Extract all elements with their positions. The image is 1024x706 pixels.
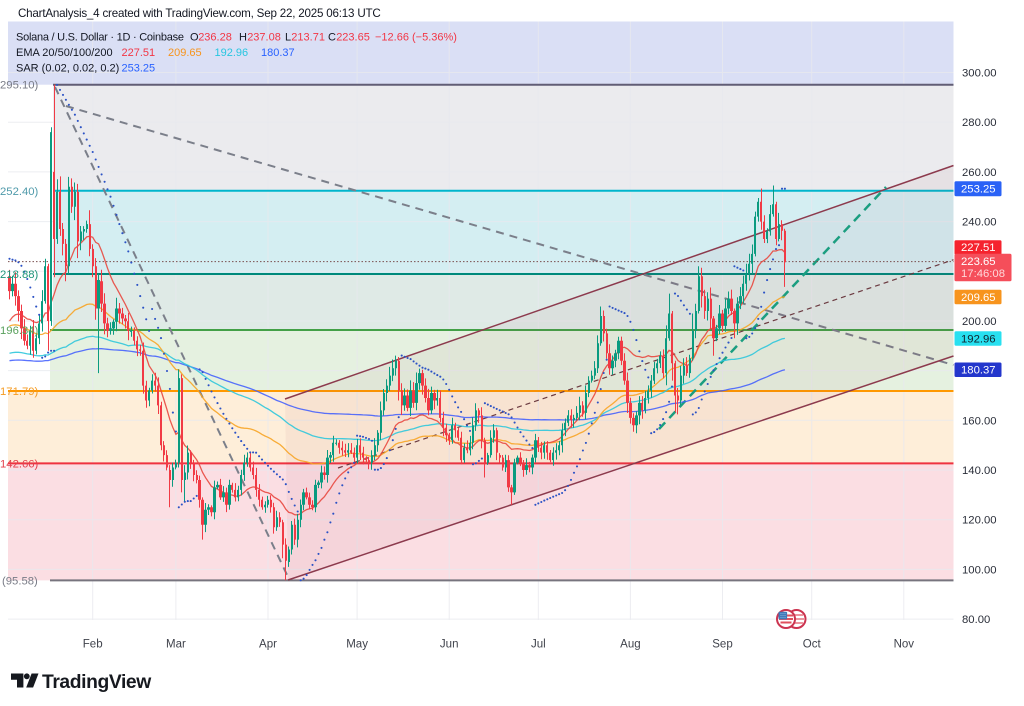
svg-text:May: May [346,639,368,651]
svg-text:180.37: 180.37 [261,47,295,59]
svg-text:100.00: 100.00 [962,564,997,576]
svg-text:120.00: 120.00 [962,515,997,527]
svg-text:L: L [285,32,291,44]
svg-text:252.40): 252.40) [0,186,39,198]
svg-text:280.00: 280.00 [962,117,997,129]
svg-text:171.79): 171.79) [0,386,39,398]
svg-text:240.00: 240.00 [962,217,997,229]
svg-text:223.65: 223.65 [336,32,370,44]
svg-text:Oct: Oct [803,639,822,651]
svg-text:−12.66 (−5.36%): −12.66 (−5.36%) [375,32,457,44]
svg-text:Solana / U.S. Dollar · 1D · Co: Solana / U.S. Dollar · 1D · Coinbase [16,32,184,44]
svg-text:300.00: 300.00 [962,68,997,80]
svg-text:253.25: 253.25 [122,63,156,75]
svg-text:H: H [239,32,247,44]
svg-text:Nov: Nov [894,639,915,651]
svg-text:SAR (0.02, 0.02, 0.2): SAR (0.02, 0.02, 0.2) [16,63,119,75]
svg-text:Apr: Apr [259,639,277,651]
svg-text:196.34): 196.34) [0,325,39,337]
svg-text:209.65: 209.65 [168,47,202,59]
svg-text:Mar: Mar [166,639,186,651]
svg-text:(95.58): (95.58) [2,575,38,587]
svg-text:260.00: 260.00 [962,167,997,179]
svg-text:227.51: 227.51 [122,47,156,59]
svg-text:140.00: 140.00 [962,465,997,477]
svg-text:160.00: 160.00 [962,415,997,427]
svg-text:237.08: 237.08 [247,32,281,44]
svg-text:218.88): 218.88) [0,269,39,281]
svg-text:C: C [328,32,336,44]
svg-text:142.66): 142.66) [0,458,39,470]
svg-text:O: O [190,32,199,44]
svg-text:227.51: 227.51 [961,242,996,254]
svg-text:192.96: 192.96 [961,333,996,345]
svg-text:200.00: 200.00 [962,316,997,328]
svg-text:17:46:08: 17:46:08 [961,268,1005,280]
svg-text:209.65: 209.65 [961,292,996,304]
svg-text:80.00: 80.00 [962,614,990,626]
svg-text:192.96: 192.96 [215,47,249,59]
svg-text:180.37: 180.37 [961,365,996,377]
svg-text:236.28: 236.28 [198,32,232,44]
svg-text:Jul: Jul [531,639,546,651]
svg-text:Jun: Jun [440,639,459,651]
svg-text:Sep: Sep [712,639,732,651]
svg-text:253.25: 253.25 [961,184,996,196]
svg-text:Aug: Aug [620,639,640,651]
svg-text:213.71: 213.71 [291,32,325,44]
svg-text:TradingView: TradingView [42,672,152,693]
svg-text:Feb: Feb [83,639,103,651]
svg-text:295.10): 295.10) [0,80,39,92]
svg-text:223.65: 223.65 [961,256,996,268]
svg-text:ChartAnalysis_4 created with T: ChartAnalysis_4 created with TradingView… [18,7,381,20]
svg-text:EMA 20/50/100/200: EMA 20/50/100/200 [16,47,113,59]
